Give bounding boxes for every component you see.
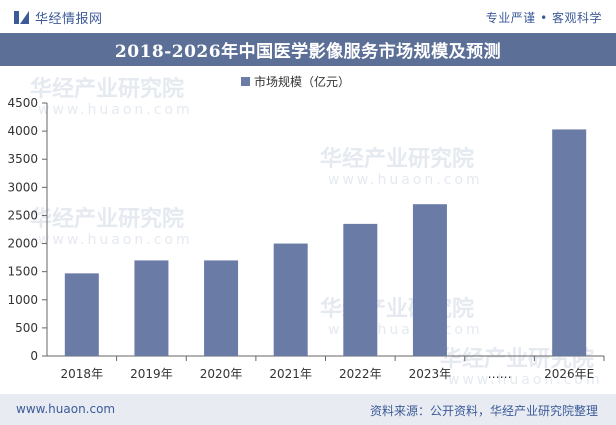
x-tick-label: 2020年 (200, 367, 243, 381)
title-bar: 2018-2026年中国医学影像服务市场规模及预测 (0, 33, 616, 66)
y-tick-label: 0 (30, 349, 38, 363)
footer-source: 资料来源：公开资料，华经产业研究院整理 (369, 404, 598, 418)
x-tick-label: 2026年E (544, 367, 594, 381)
chart-labels: 0 500 1000 1500 2000 2500 3000 3500 4000 4500 2018… (7, 96, 594, 381)
bar-0 (64, 273, 99, 356)
watermark-cn: 华经产业研究院 (30, 206, 184, 232)
watermark-cn: 华经产业研究院 (320, 146, 474, 172)
watermark-en: www.huaon.com (38, 102, 193, 118)
bar-7 (552, 129, 587, 356)
brand-name: 华经情报网 (35, 11, 103, 27)
x-tick-label: 2023年 (409, 367, 452, 381)
x-tick-label: 2021年 (269, 367, 312, 381)
y-tick-label: 1500 (7, 265, 38, 279)
x-tick-label: 2018年 (61, 367, 104, 381)
bar-4 (343, 223, 378, 356)
tagline: 专业严谨 • 客观科学 (485, 11, 602, 25)
y-tick-label: 4000 (7, 124, 38, 138)
chart-bars (64, 129, 587, 356)
watermark-cn: 华经产业研究院 (30, 76, 184, 102)
bar-1 (134, 260, 169, 356)
y-tick-label: 3000 (7, 180, 38, 194)
bar-5 (412, 204, 447, 356)
chart-title: 2018-2026年中国医学影像服务市场规模及预测 (114, 42, 502, 62)
brand: 华经情报网 (14, 8, 103, 27)
legend-label: 市场规模（亿元） (254, 74, 350, 89)
x-tick-label: 2019年 (130, 367, 173, 381)
footer-website: www.huaon.com (16, 402, 116, 416)
watermark-en: www.huaon.com (38, 232, 193, 248)
y-tick-label: 2000 (7, 237, 38, 251)
y-tick-label: 2500 (7, 208, 38, 222)
bar-2 (204, 260, 239, 356)
watermark-layer: 华经产业研究院www.huaon.com华经产业研究院www.huaon.com… (30, 76, 603, 388)
y-tick-label: 1000 (7, 293, 38, 307)
footer: www.huaon.com 资料来源：公开资料，华经产业研究院整理 (0, 394, 616, 425)
watermark-en: www.huaon.com (448, 372, 603, 388)
top-bar: 华经情报网 专业严谨 • 客观科学 (0, 0, 616, 33)
watermark-en: www.huaon.com (328, 172, 483, 188)
x-tick-label: …… (488, 367, 512, 381)
bar-3 (273, 243, 308, 356)
y-tick-label: 500 (15, 321, 38, 335)
y-tick-label: 3500 (7, 152, 38, 166)
legend-swatch (241, 77, 250, 86)
chart-legend: 市场规模（亿元） (241, 74, 350, 89)
bar-chart: 华经产业研究院www.huaon.com华经产业研究院www.huaon.com… (7, 74, 605, 388)
y-tick-label: 4500 (7, 96, 38, 110)
watermark-cn: 华经产业研究院 (320, 296, 474, 322)
huajing-logo-icon (14, 10, 29, 24)
x-tick-label: 2022年 (339, 367, 382, 381)
